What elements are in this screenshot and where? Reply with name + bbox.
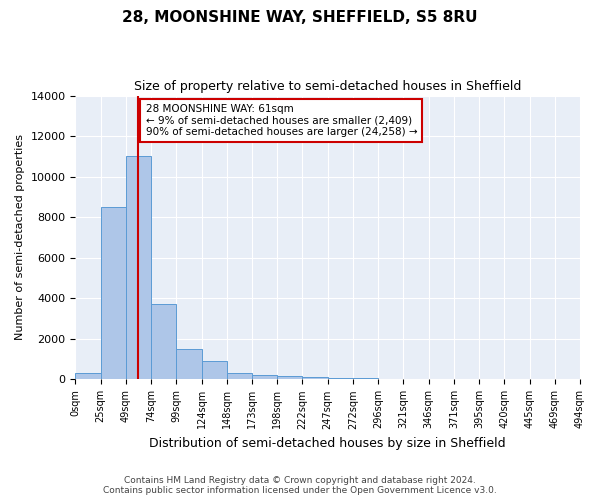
Bar xyxy=(353,378,378,380)
Bar xyxy=(126,156,151,380)
Bar xyxy=(328,378,353,380)
X-axis label: Distribution of semi-detached houses by size in Sheffield: Distribution of semi-detached houses by … xyxy=(149,437,506,450)
Bar xyxy=(76,374,101,380)
Bar xyxy=(101,207,126,380)
Bar xyxy=(202,361,227,380)
Bar xyxy=(176,349,202,380)
Bar xyxy=(151,304,176,380)
Text: 28, MOONSHINE WAY, SHEFFIELD, S5 8RU: 28, MOONSHINE WAY, SHEFFIELD, S5 8RU xyxy=(122,10,478,25)
Bar xyxy=(227,374,252,380)
Title: Size of property relative to semi-detached houses in Sheffield: Size of property relative to semi-detach… xyxy=(134,80,521,93)
Bar xyxy=(252,376,277,380)
Y-axis label: Number of semi-detached properties: Number of semi-detached properties xyxy=(15,134,25,340)
Bar xyxy=(277,376,302,380)
Bar xyxy=(302,378,328,380)
Text: 28 MOONSHINE WAY: 61sqm
← 9% of semi-detached houses are smaller (2,409)
90% of : 28 MOONSHINE WAY: 61sqm ← 9% of semi-det… xyxy=(146,104,417,138)
Text: Contains HM Land Registry data © Crown copyright and database right 2024.
Contai: Contains HM Land Registry data © Crown c… xyxy=(103,476,497,495)
